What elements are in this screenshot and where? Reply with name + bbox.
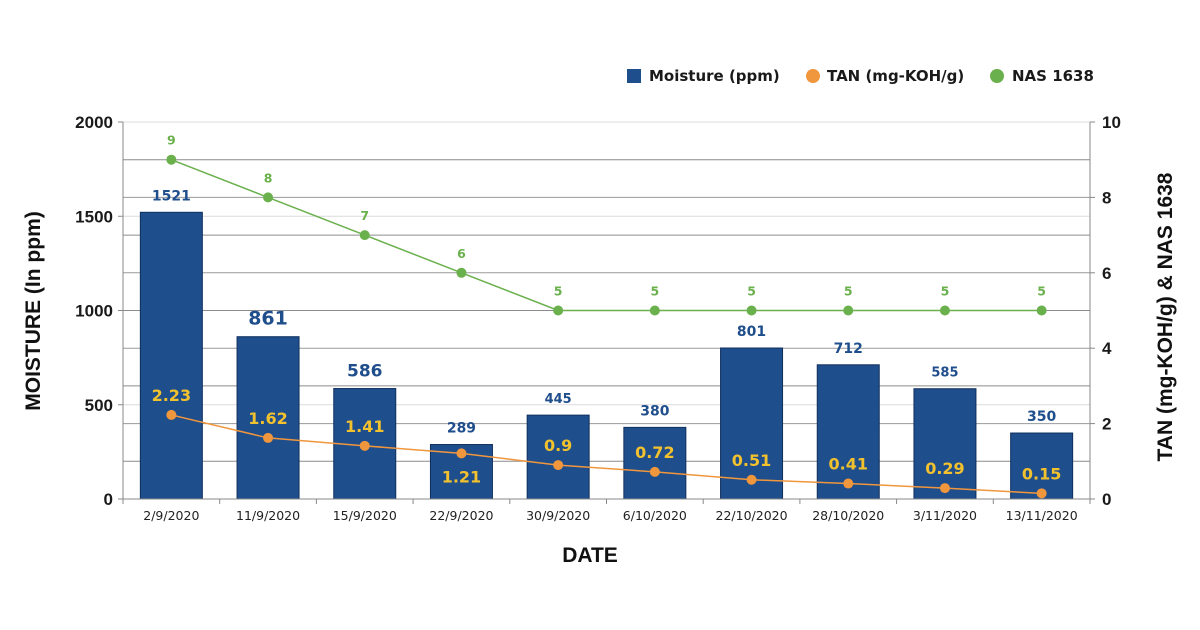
moisture-bar-label: 445 [545,392,572,407]
tan-label: 0.51 [732,451,771,470]
left-y-axis-title: MOISTURE (In ppm) [22,211,45,410]
moisture-bar-label: 380 [640,403,669,419]
nas-1638-label: 7 [360,208,369,223]
nas-1638-point [843,305,854,316]
x-tick-label: 30/9/2020 [526,508,590,523]
nas-1638-point [263,192,274,203]
x-tick-label: 2/9/2020 [143,508,199,523]
left-tick-label: 1000 [75,302,113,321]
legend-label-moisture: Moisture (ppm) [649,67,780,85]
right-tick-label: 8 [1102,188,1111,207]
right-tick-label: 0 [1102,490,1111,509]
data-labels: 1521 861 586 289 445 380 801 712 585 350 9 8 7 6 5 5 5 5 5… [152,133,1062,487]
moisture-bar [623,426,687,500]
left-tick-label: 0 [104,490,113,509]
moisture-bar-label: 289 [447,421,476,437]
legend-label-nas: NAS 1638 [1012,67,1094,85]
moisture-bar-label: 861 [248,308,288,330]
nas-1638-label: 6 [457,246,466,261]
right-tick-label: 6 [1102,264,1111,283]
moisture-bars [139,211,1074,500]
tan-label: 0.29 [925,459,964,478]
series-lines [166,154,1047,499]
nas-1638-label: 5 [554,284,563,299]
right-y-axis-title: TAN (mg-KOH/g) & NAS 1638 [1154,172,1177,461]
axes: 0 500 1000 1500 2000 0 2 4 6 8 10 2/9/2020 11/9/2020… [75,113,1121,523]
tan-point [166,409,177,420]
nas-1638-point [456,267,467,278]
moisture-bar-label: 585 [931,366,958,381]
nas-1638-label: 8 [264,170,273,185]
moisture-bar [526,414,590,500]
nas-1638-point [649,305,660,316]
nas-1638-point [553,305,564,316]
tan-label: 1.62 [248,409,287,428]
right-tick-label: 10 [1102,113,1121,132]
x-tick-label: 22/9/2020 [429,508,493,523]
tan-label: 2.23 [152,386,191,405]
nas-1638-label: 5 [941,284,950,299]
legend: Moisture (ppm) TAN (mg-KOH/g) NAS 1638 [627,67,1094,85]
tan-label: 1.41 [345,417,384,436]
tan-point [553,460,564,471]
x-tick-label: 22/10/2020 [716,508,788,523]
tan-label: 0.41 [829,455,868,474]
moisture-bar-label: 801 [737,324,766,340]
right-tick-label: 4 [1102,339,1112,358]
tan-point [456,448,467,459]
x-tick-label: 3/11/2020 [913,508,977,523]
left-tick-label: 1500 [75,207,113,226]
x-tick-label: 28/10/2020 [812,508,884,523]
moisture-bar-label: 1521 [152,188,191,204]
tan-label: 0.15 [1022,464,1061,483]
moisture-bar [236,336,300,500]
moisture-bar-label: 586 [347,362,383,382]
nas-1638-label: 5 [844,284,853,299]
x-tick-label: 15/9/2020 [333,508,397,523]
x-tick-label: 11/9/2020 [236,508,300,523]
legend-swatch-moisture [627,69,641,83]
nas-1638-label: 5 [747,284,756,299]
moisture-bar-label: 712 [834,341,863,357]
tan-label: 0.9 [544,436,572,455]
moisture-bar-label: 350 [1027,409,1056,425]
right-tick-label: 2 [1102,415,1111,434]
moisture-bar [816,364,880,500]
nas-1638-label: 5 [650,284,659,299]
nas-1638-point [1036,305,1047,316]
x-axis-title: DATE [562,544,618,567]
x-tick-label: 6/10/2020 [623,508,687,523]
legend-swatch-tan [806,69,820,83]
tan-point [359,440,370,451]
tan-point [1036,488,1047,499]
nas-1638-point [359,230,370,241]
nas-1638-point [939,305,950,316]
left-tick-label: 2000 [75,113,113,132]
tan-line [171,414,1042,495]
tan-label: 1.21 [442,467,481,486]
tan-point [843,478,854,489]
nas-1638-label: 5 [1037,284,1046,299]
nas-1638-line [171,159,1042,312]
legend-swatch-nas [990,69,1004,83]
x-tick-label: 13/11/2020 [1006,508,1078,523]
left-tick-label: 500 [85,396,113,415]
tan-point [263,432,274,443]
tan-point [649,466,660,477]
moisture-bar [913,388,977,500]
nas-1638-label: 9 [167,133,176,148]
nas-1638-point [746,305,757,316]
nas-1638-point [166,154,177,165]
legend-label-tan: TAN (mg-KOH/g) [827,67,964,85]
tan-label: 0.72 [635,443,674,462]
moisture-bar [139,211,203,500]
tan-point [746,474,757,485]
tan-point [939,483,950,494]
